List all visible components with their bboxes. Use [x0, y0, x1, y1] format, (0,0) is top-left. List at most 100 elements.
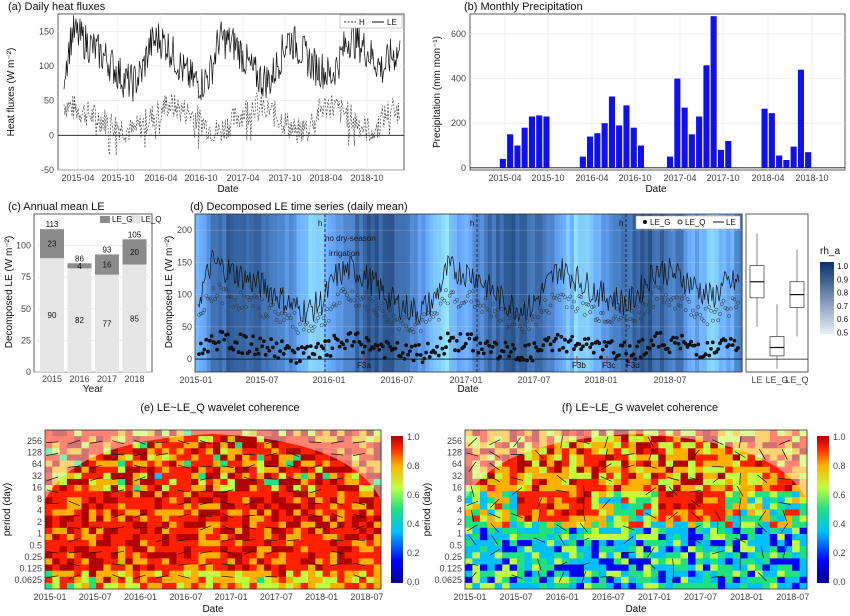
panel-d-point-LE_G — [550, 348, 555, 353]
panel-e-cell — [249, 515, 258, 523]
panel-f-cell — [710, 521, 719, 529]
panel-d-shade-band — [398, 214, 403, 372]
panel-e-cell — [88, 521, 97, 529]
panel-f-xtick: 2015-01 — [453, 592, 486, 602]
panel-f-cell — [479, 448, 488, 455]
panel-e-cell — [140, 460, 148, 468]
panel-d-shade-band — [331, 214, 337, 372]
panel-e-phase-arrow — [134, 574, 146, 579]
panel-e-cell — [293, 576, 301, 584]
panel-f-cell — [643, 472, 652, 480]
panel-e-cell — [293, 546, 301, 553]
panel-f-cell — [717, 576, 726, 584]
panel-f-cell — [509, 552, 518, 559]
panel-e-cell — [88, 509, 97, 516]
panel-d-xtick: 2017-07 — [517, 375, 550, 385]
panel-e-phase-arrow — [112, 489, 124, 493]
panel-f-cell — [784, 582, 793, 590]
panel-e-cell — [132, 503, 141, 510]
panel-e-cell — [351, 540, 360, 547]
panel-f-phase-arrow — [511, 487, 523, 495]
panel-b-bar — [528, 116, 535, 168]
panel-f-cell — [784, 442, 793, 449]
panel-e-cell — [118, 503, 126, 510]
panel-f-ytick: 16 — [452, 482, 462, 492]
panel-f-phase-arrow — [600, 575, 613, 578]
panel-e-cell — [110, 515, 119, 523]
panel-d-point-LE_Q — [319, 323, 324, 328]
panel-e-cell — [59, 509, 68, 516]
panel-e-cell — [154, 527, 163, 535]
panel-e-cell — [286, 436, 294, 443]
panel-e-cell — [52, 491, 60, 498]
panel-e-cell — [278, 478, 287, 486]
panel-e-cell — [264, 515, 272, 523]
panel-d-point-LE_G — [478, 341, 483, 346]
panel-f-colorbar-tick: 0.8 — [833, 461, 846, 471]
panel-d-point-LE_G — [637, 339, 641, 344]
panel-d-point-LE_G — [372, 346, 376, 351]
panel-d-point-LE_G — [591, 350, 596, 355]
panel-e-cell — [183, 503, 192, 510]
panel-f-phase-arrow — [466, 500, 479, 506]
panel-e-cell — [125, 515, 133, 523]
panel-d-point-LE_G — [709, 346, 713, 351]
panel-f-cell — [643, 442, 652, 449]
panel-e-cell — [110, 527, 119, 535]
panel-e-cell — [300, 436, 309, 443]
panel-e-cell — [169, 558, 177, 565]
panel-e-cell — [205, 497, 214, 504]
panel-e-phase-arrow — [68, 514, 81, 517]
panel-f-cell — [479, 491, 488, 498]
panel-f-cell — [710, 497, 719, 504]
panel-d-point-LE_Q — [613, 314, 618, 319]
panel-d-point-LE_Q — [554, 295, 558, 300]
panel-f-cell — [628, 454, 637, 461]
panel-c-total: 86 — [75, 254, 84, 263]
panel-f-cell — [688, 582, 696, 590]
panel-f-cell — [524, 552, 533, 559]
panel-f-cell — [502, 521, 510, 529]
panel-f-cell — [702, 497, 711, 504]
panel-d-point-LE_G — [202, 347, 207, 352]
panel-e-cell — [264, 570, 272, 578]
panel-e-cell — [264, 582, 272, 590]
panel-e-cell — [140, 485, 148, 492]
panel-d-shade-band — [238, 214, 243, 372]
panel-e-cell — [52, 436, 60, 443]
panel-f-cell — [494, 582, 503, 590]
panel-d-point-LE_Q — [207, 296, 212, 301]
panel-f-cell — [531, 460, 540, 468]
panel-e-cell — [52, 466, 60, 474]
panel-e-cell — [337, 454, 345, 461]
panel-f-cell — [710, 442, 719, 449]
panel-f-cell — [494, 534, 503, 541]
panel-e-cell — [337, 521, 345, 529]
panel-f-cell — [650, 509, 659, 516]
panel-e-cell — [161, 515, 170, 523]
panel-a-xtick: 2018-04 — [309, 173, 342, 183]
panel-f-cell — [546, 460, 555, 468]
panel-f-cell — [725, 527, 733, 535]
panel-f-cell — [732, 515, 741, 523]
panel-e-cell — [81, 472, 90, 480]
panel-d-point-LE_Q — [366, 308, 371, 313]
panel-e-phase-arrow — [221, 563, 234, 566]
panel-f-cell — [502, 546, 510, 553]
panel-d-point-LE_Q — [582, 312, 587, 317]
panel-e-cell — [366, 497, 375, 504]
panel-d-shade-band — [546, 214, 552, 372]
panel-e-cell — [74, 454, 82, 461]
panel-d-point-LE_Q — [427, 317, 432, 322]
panel-f-cell — [695, 466, 704, 474]
panel-d-shade-band — [249, 214, 255, 372]
panel-d-point-LE_Q — [490, 302, 495, 306]
panel-e-ytick: 32 — [32, 471, 42, 481]
panel-d-shade-band — [343, 214, 348, 372]
panel-f-cell — [755, 509, 763, 516]
panel-d-point-LE_Q — [646, 309, 650, 314]
panel-e-cell — [191, 491, 199, 498]
panel-e-cell — [169, 576, 177, 584]
panel-f-cell — [725, 582, 733, 590]
panel-e-cell — [154, 509, 163, 516]
